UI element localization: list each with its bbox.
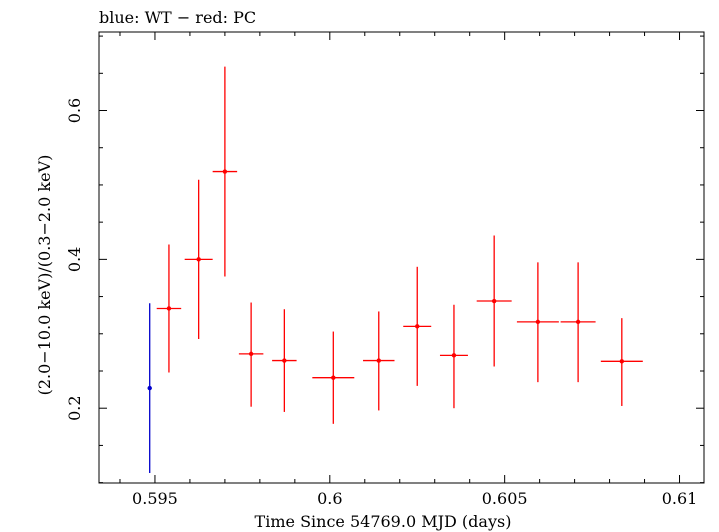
pc-data-point xyxy=(248,351,254,357)
x-axis-label: Time Since 54769.0 MJD (days) xyxy=(255,512,512,531)
y-tick-label: 0.6 xyxy=(65,98,84,123)
pc-data-point xyxy=(535,319,541,325)
y-tick-label: 0.2 xyxy=(65,395,84,420)
pc-data-point xyxy=(222,169,228,174)
pc-data-point xyxy=(331,375,336,380)
y-tick-label: 0.4 xyxy=(65,247,84,272)
axis-tick-labels: 0.595 0.6 0.605 0.61 0.2 0.4 0.6 xyxy=(65,98,697,508)
data-marks xyxy=(147,66,643,473)
axis-ticks xyxy=(99,32,704,484)
pc-data-point xyxy=(451,353,457,358)
pc-data-point xyxy=(491,298,497,304)
pc-data-point xyxy=(196,257,201,262)
y-axis-label: (2.0−10.0 keV)/(0.3−2.0 keV) xyxy=(35,155,54,396)
pc-data-point xyxy=(415,324,420,329)
pc-data-point xyxy=(282,358,287,363)
pc-data-point xyxy=(166,306,172,311)
x-tick-label: 0.595 xyxy=(132,489,178,508)
x-tick-label: 0.605 xyxy=(482,489,528,508)
pc-data-point xyxy=(575,319,581,325)
pc-data-point xyxy=(376,358,381,363)
wt-data-point xyxy=(147,385,152,391)
x-tick-label: 0.61 xyxy=(662,489,698,508)
plot-frame xyxy=(98,31,705,484)
pc-data-point xyxy=(619,359,625,364)
chart-title: blue: WT − red: PC xyxy=(99,8,256,27)
x-tick-label: 0.6 xyxy=(317,489,342,508)
